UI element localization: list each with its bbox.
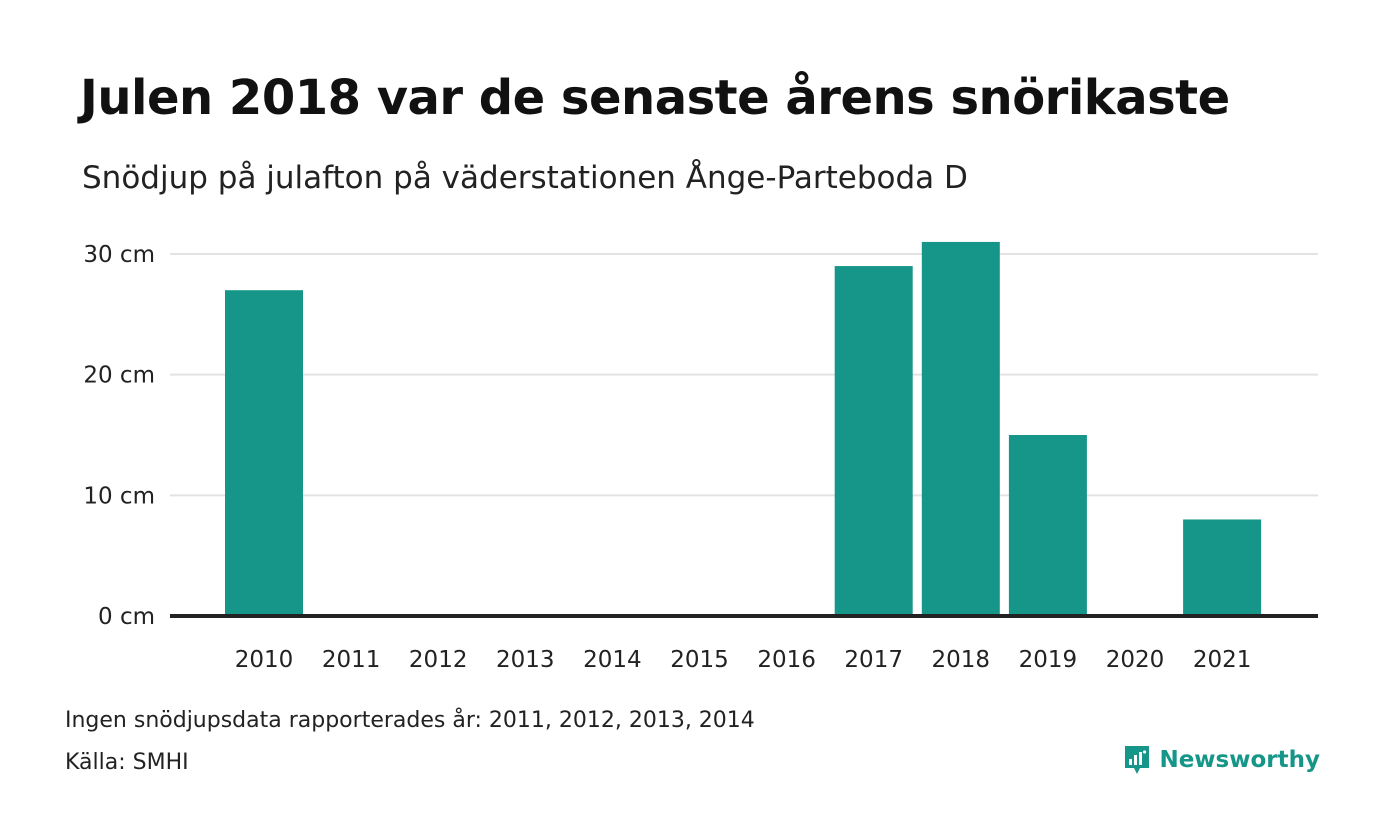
- brand-name: Newsworthy: [1159, 747, 1320, 773]
- bar-2018: [921, 241, 1000, 616]
- x-tick-label: 2021: [1193, 647, 1252, 673]
- x-tick-label: 2013: [496, 647, 555, 673]
- y-tick-label: 0 cm: [98, 604, 155, 630]
- x-tick-label: 2010: [235, 647, 294, 673]
- x-tick-label: 2012: [409, 647, 468, 673]
- chart-subtitle: Snödjup på julafton på väderstationen Ån…: [82, 160, 968, 196]
- source-label: Källa: SMHI: [65, 750, 189, 775]
- x-tick-label: 2019: [1019, 647, 1078, 673]
- x-tick-label: 2014: [583, 647, 642, 673]
- bar-chart: 0 cm 10 cm 20 cm 30 cm 2010 2011 2012 2013 2014 2…: [83, 241, 1318, 673]
- bar-2021: [1183, 519, 1262, 616]
- x-tick-label: 2018: [932, 647, 991, 673]
- bar-2010: [225, 290, 303, 616]
- x-tick-label: 2020: [1106, 647, 1165, 673]
- x-tick-label: 2011: [322, 647, 381, 673]
- footnote-missing-data: Ingen snödjupsdata rapporterades år: 201…: [65, 708, 755, 733]
- brand-logo: Newsworthy: [1123, 744, 1320, 776]
- x-tick-label: 2017: [844, 647, 903, 673]
- chart-title: Julen 2018 var de senaste årens snörikas…: [80, 70, 1230, 126]
- y-tick-label: 30 cm: [83, 242, 155, 268]
- y-tick-label: 20 cm: [83, 363, 155, 389]
- newsworthy-logo-icon: [1125, 746, 1150, 774]
- y-tick-label: 10 cm: [83, 483, 155, 509]
- bar-2017: [834, 266, 913, 616]
- bar-2019: [1008, 435, 1087, 616]
- x-tick-label: 2015: [670, 647, 729, 673]
- x-tick-label: 2016: [757, 647, 816, 673]
